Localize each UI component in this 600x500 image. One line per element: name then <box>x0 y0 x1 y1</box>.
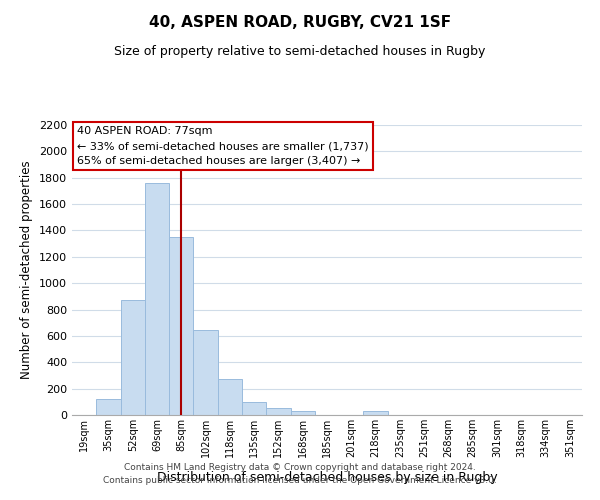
Bar <box>290 411 315 415</box>
Y-axis label: Number of semi-detached properties: Number of semi-detached properties <box>20 160 34 380</box>
Text: Contains HM Land Registry data © Crown copyright and database right 2024.
Contai: Contains HM Land Registry data © Crown c… <box>103 463 497 485</box>
X-axis label: Distribution of semi-detached houses by size in Rugby: Distribution of semi-detached houses by … <box>157 471 497 484</box>
Bar <box>145 183 169 415</box>
Text: 40, ASPEN ROAD, RUGBY, CV21 1SF: 40, ASPEN ROAD, RUGBY, CV21 1SF <box>149 15 451 30</box>
Bar <box>193 330 218 415</box>
Bar <box>242 402 266 415</box>
Bar <box>96 399 121 415</box>
Bar <box>266 408 290 415</box>
Text: Size of property relative to semi-detached houses in Rugby: Size of property relative to semi-detach… <box>115 45 485 58</box>
Bar <box>121 300 145 415</box>
Bar <box>364 411 388 415</box>
Text: 40 ASPEN ROAD: 77sqm
← 33% of semi-detached houses are smaller (1,737)
65% of se: 40 ASPEN ROAD: 77sqm ← 33% of semi-detac… <box>77 126 369 166</box>
Bar <box>218 380 242 415</box>
Bar <box>169 237 193 415</box>
